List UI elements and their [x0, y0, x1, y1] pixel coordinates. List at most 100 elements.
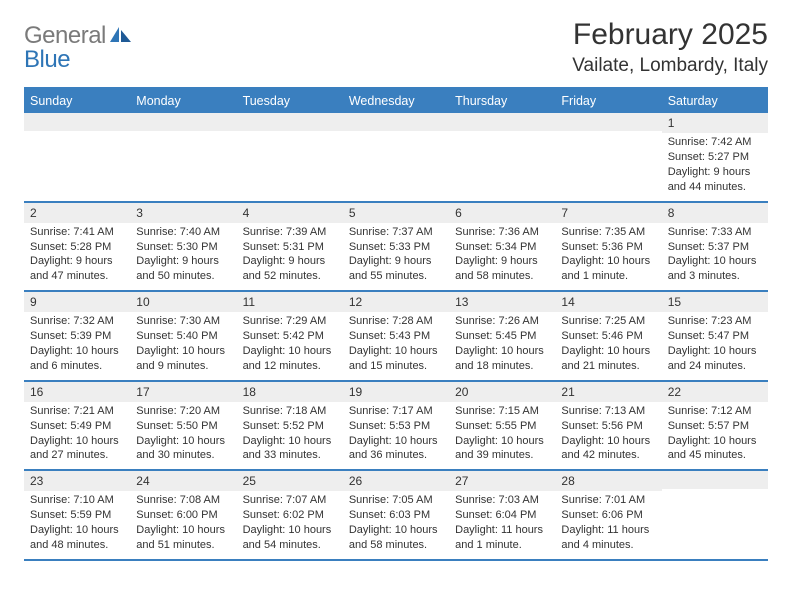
week-row: 9Sunrise: 7:32 AMSunset: 5:39 PMDaylight… — [24, 292, 768, 382]
daylight-line2: and 9 minutes. — [136, 359, 230, 374]
sunrise-text: Sunrise: 7:18 AM — [243, 404, 337, 419]
day-cell: 5Sunrise: 7:37 AMSunset: 5:33 PMDaylight… — [343, 203, 449, 291]
day-number: 10 — [130, 292, 236, 312]
sunrise-text: Sunrise: 7:25 AM — [561, 314, 655, 329]
day-body: Sunrise: 7:39 AMSunset: 5:31 PMDaylight:… — [237, 223, 343, 290]
daylight-line2: and 58 minutes. — [455, 269, 549, 284]
daylight-line2: and 48 minutes. — [30, 538, 124, 553]
day-body — [343, 131, 449, 139]
daylight-line1: Daylight: 10 hours — [243, 344, 337, 359]
sunset-text: Sunset: 5:31 PM — [243, 240, 337, 255]
day-cell: 20Sunrise: 7:15 AMSunset: 5:55 PMDayligh… — [449, 382, 555, 470]
day-number: 21 — [555, 382, 661, 402]
day-number: 28 — [555, 471, 661, 491]
sunset-text: Sunset: 6:06 PM — [561, 508, 655, 523]
day-number: 19 — [343, 382, 449, 402]
day-cell — [343, 113, 449, 201]
logo-text-blue: Blue — [24, 48, 132, 72]
daylight-line2: and 3 minutes. — [668, 269, 762, 284]
sunset-text: Sunset: 6:03 PM — [349, 508, 443, 523]
calendar: SundayMondayTuesdayWednesdayThursdayFrid… — [24, 87, 768, 561]
sunset-text: Sunset: 5:39 PM — [30, 329, 124, 344]
sunset-text: Sunset: 5:37 PM — [668, 240, 762, 255]
location: Vailate, Lombardy, Italy — [572, 55, 768, 77]
day-cell — [555, 113, 661, 201]
weekday-header: Tuesday — [237, 90, 343, 113]
day-cell: 17Sunrise: 7:20 AMSunset: 5:50 PMDayligh… — [130, 382, 236, 470]
day-number: 23 — [24, 471, 130, 491]
day-number: 7 — [555, 203, 661, 223]
day-number: 22 — [662, 382, 768, 402]
sunrise-text: Sunrise: 7:08 AM — [136, 493, 230, 508]
day-body: Sunrise: 7:26 AMSunset: 5:45 PMDaylight:… — [449, 312, 555, 379]
sunrise-text: Sunrise: 7:37 AM — [349, 225, 443, 240]
daylight-line2: and 1 minute. — [561, 269, 655, 284]
daylight-line2: and 39 minutes. — [455, 448, 549, 463]
day-cell: 22Sunrise: 7:12 AMSunset: 5:57 PMDayligh… — [662, 382, 768, 470]
title-block: February 2025 Vailate, Lombardy, Italy — [572, 18, 768, 77]
weekday-header: Thursday — [449, 90, 555, 113]
sunset-text: Sunset: 5:52 PM — [243, 419, 337, 434]
daylight-line2: and 30 minutes. — [136, 448, 230, 463]
daylight-line2: and 18 minutes. — [455, 359, 549, 374]
day-number: 24 — [130, 471, 236, 491]
day-number: 16 — [24, 382, 130, 402]
day-number: 9 — [24, 292, 130, 312]
daylight-line1: Daylight: 10 hours — [30, 344, 124, 359]
sunset-text: Sunset: 5:42 PM — [243, 329, 337, 344]
sunset-text: Sunset: 6:04 PM — [455, 508, 549, 523]
day-cell — [24, 113, 130, 201]
day-number: 2 — [24, 203, 130, 223]
day-body: Sunrise: 7:23 AMSunset: 5:47 PMDaylight:… — [662, 312, 768, 379]
sunrise-text: Sunrise: 7:30 AM — [136, 314, 230, 329]
sunset-text: Sunset: 5:27 PM — [668, 150, 762, 165]
day-number: 13 — [449, 292, 555, 312]
day-cell: 3Sunrise: 7:40 AMSunset: 5:30 PMDaylight… — [130, 203, 236, 291]
daylight-line1: Daylight: 9 hours — [455, 254, 549, 269]
day-number — [343, 113, 449, 131]
daylight-line1: Daylight: 10 hours — [243, 434, 337, 449]
daylight-line2: and 33 minutes. — [243, 448, 337, 463]
daylight-line1: Daylight: 10 hours — [668, 344, 762, 359]
day-body: Sunrise: 7:05 AMSunset: 6:03 PMDaylight:… — [343, 491, 449, 558]
sunrise-text: Sunrise: 7:23 AM — [668, 314, 762, 329]
day-cell: 4Sunrise: 7:39 AMSunset: 5:31 PMDaylight… — [237, 203, 343, 291]
day-body — [24, 131, 130, 139]
daylight-line1: Daylight: 10 hours — [668, 434, 762, 449]
day-body: Sunrise: 7:32 AMSunset: 5:39 PMDaylight:… — [24, 312, 130, 379]
sunrise-text: Sunrise: 7:35 AM — [561, 225, 655, 240]
sunrise-text: Sunrise: 7:33 AM — [668, 225, 762, 240]
week-row: 1Sunrise: 7:42 AMSunset: 5:27 PMDaylight… — [24, 113, 768, 203]
day-number: 14 — [555, 292, 661, 312]
day-number: 27 — [449, 471, 555, 491]
daylight-line2: and 55 minutes. — [349, 269, 443, 284]
sunrise-text: Sunrise: 7:15 AM — [455, 404, 549, 419]
weekday-header: Saturday — [662, 90, 768, 113]
day-number — [130, 113, 236, 131]
sunrise-text: Sunrise: 7:41 AM — [30, 225, 124, 240]
daylight-line2: and 21 minutes. — [561, 359, 655, 374]
day-number: 26 — [343, 471, 449, 491]
sunset-text: Sunset: 5:33 PM — [349, 240, 443, 255]
day-body: Sunrise: 7:21 AMSunset: 5:49 PMDaylight:… — [24, 402, 130, 469]
day-number: 20 — [449, 382, 555, 402]
daylight-line2: and 27 minutes. — [30, 448, 124, 463]
sunset-text: Sunset: 5:36 PM — [561, 240, 655, 255]
day-cell: 2Sunrise: 7:41 AMSunset: 5:28 PMDaylight… — [24, 203, 130, 291]
day-body: Sunrise: 7:35 AMSunset: 5:36 PMDaylight:… — [555, 223, 661, 290]
sunset-text: Sunset: 5:43 PM — [349, 329, 443, 344]
sunrise-text: Sunrise: 7:03 AM — [455, 493, 549, 508]
daylight-line1: Daylight: 10 hours — [668, 254, 762, 269]
daylight-line1: Daylight: 10 hours — [349, 434, 443, 449]
sunset-text: Sunset: 5:47 PM — [668, 329, 762, 344]
daylight-line2: and 50 minutes. — [136, 269, 230, 284]
daylight-line1: Daylight: 10 hours — [30, 434, 124, 449]
day-body: Sunrise: 7:01 AMSunset: 6:06 PMDaylight:… — [555, 491, 661, 558]
day-cell: 26Sunrise: 7:05 AMSunset: 6:03 PMDayligh… — [343, 471, 449, 559]
sunrise-text: Sunrise: 7:05 AM — [349, 493, 443, 508]
day-number: 4 — [237, 203, 343, 223]
daylight-line2: and 42 minutes. — [561, 448, 655, 463]
daylight-line1: Daylight: 10 hours — [30, 523, 124, 538]
day-cell: 6Sunrise: 7:36 AMSunset: 5:34 PMDaylight… — [449, 203, 555, 291]
weekday-header: Monday — [130, 90, 236, 113]
